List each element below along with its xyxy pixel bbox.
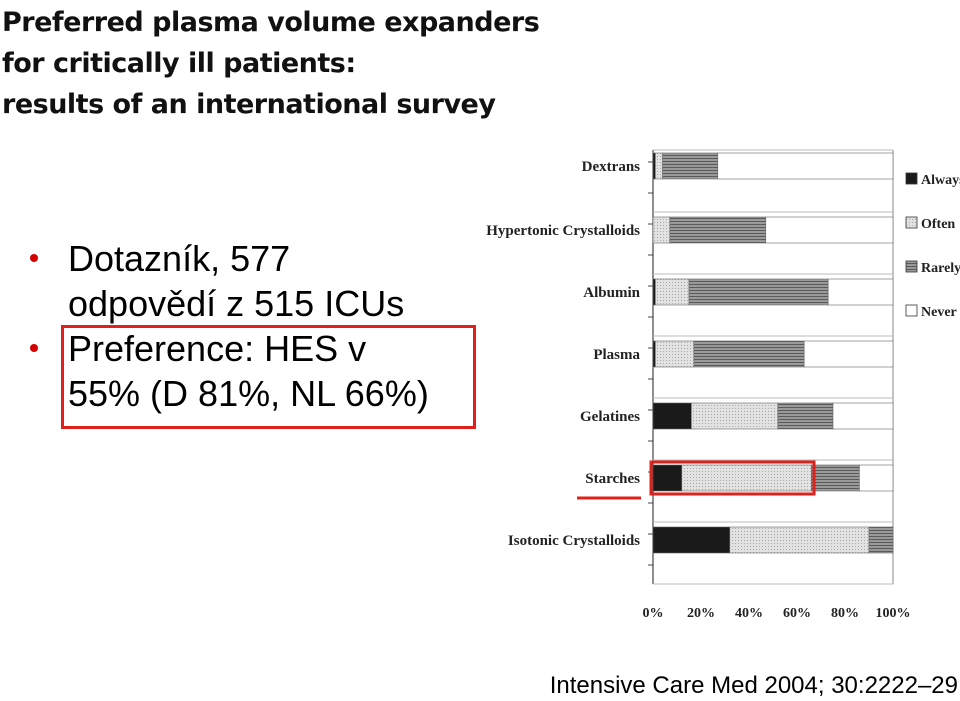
bar-segment-always (652, 152, 656, 180)
bar-segment-often (655, 340, 695, 368)
x-tick-label: 80% (831, 606, 859, 621)
legend-label: Never (921, 305, 957, 320)
legend-swatch-always (905, 172, 918, 185)
category-label: Albumin (583, 285, 640, 301)
bar-segment-often (652, 216, 671, 244)
bar-segment-always (652, 278, 656, 306)
legend-label: Often (921, 217, 955, 232)
legend-label: Rarely (921, 261, 960, 276)
bar-segment-rarely (693, 340, 805, 368)
category-label: Starches (585, 471, 640, 487)
bullet-list: Dotazník, 577 odpovědí z 515 ICUs Prefer… (30, 236, 500, 416)
bar-segment-never (859, 464, 894, 492)
category-label: Plasma (593, 347, 640, 363)
bar-segment-often (655, 152, 663, 180)
bullet-dot-icon (30, 344, 38, 352)
bar-segment-always (652, 340, 656, 368)
legend-swatch-rarely (905, 260, 918, 273)
title-line-3: results of an international survey (2, 89, 496, 120)
bar-segment-often (655, 278, 690, 306)
bar-segment-rarely (669, 216, 767, 244)
bullet-highlight-box (61, 325, 476, 429)
x-tick-label: 100% (876, 606, 911, 621)
bar-segment-always (652, 402, 692, 430)
bar-segment-rarely (662, 152, 719, 180)
title-line-1: Preferred plasma volume expanders (2, 7, 540, 38)
bar-segment-rarely (688, 278, 829, 306)
bar-segment-often (681, 464, 812, 492)
x-tick-label: 40% (735, 606, 763, 621)
category-label: Isotonic Crystalloids (508, 533, 640, 549)
bullet-dot-icon (30, 254, 38, 262)
bar-segment-rarely (811, 464, 860, 492)
bullet-item: Dotazník, 577 odpovědí z 515 ICUs (30, 236, 500, 326)
bar-segment-always (652, 526, 731, 554)
citation: Intensive Care Med 2004; 30:2222–29 (549, 672, 958, 699)
bar-segment-never (803, 340, 894, 368)
category-label: Hypertonic Crystalloids (486, 223, 640, 239)
bullet-item: Preference: HES v 55% (D 81%, NL 66%) (30, 326, 500, 416)
category-label: Gelatines (580, 409, 640, 425)
bar-segment-often (729, 526, 870, 554)
bar-segment-rarely (777, 402, 834, 430)
bullet-text: Dotazník, 577 odpovědí z 515 ICUs (68, 238, 405, 324)
x-tick-label: 0% (643, 606, 664, 621)
x-tick-label: 20% (687, 606, 715, 621)
bar-segment-never (827, 278, 894, 306)
bar-segment-rarely (868, 526, 894, 554)
bar-segment-often (691, 402, 779, 430)
bar-segment-never (717, 152, 894, 180)
legend-swatch-often (905, 216, 918, 229)
bar-segment-never (832, 402, 894, 430)
bar-segment-never (765, 216, 894, 244)
starches-highlight-box (649, 460, 816, 496)
legend-label: Always (921, 173, 960, 188)
legend-swatch-never (905, 304, 918, 317)
bullet-text: Preference: HES v 55% (D 81%, NL 66%) (68, 328, 429, 414)
category-label: Dextrans (582, 159, 640, 175)
title-line-2: for critically ill patients: (2, 48, 356, 79)
x-tick-label: 60% (783, 606, 811, 621)
slide-title: Preferred plasma volume expanders for cr… (2, 2, 540, 125)
bar-segment-always (652, 464, 683, 492)
